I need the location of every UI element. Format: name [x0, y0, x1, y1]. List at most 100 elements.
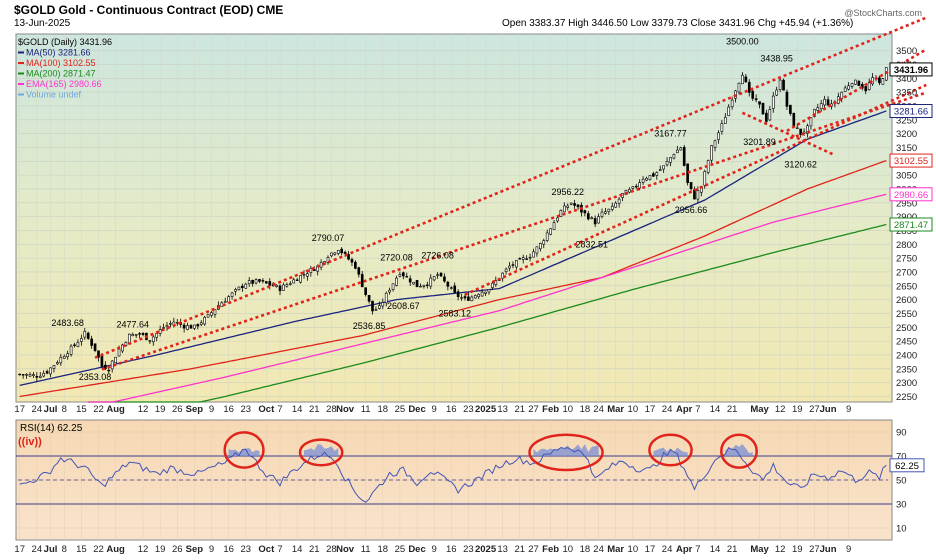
- x-tick-label: Aug: [106, 404, 125, 415]
- y-tick-label: 2250: [896, 392, 917, 403]
- candle: [402, 272, 405, 277]
- candle: [518, 258, 522, 260]
- x-tick-label: 27: [809, 544, 820, 555]
- rsi-tick-label: 90: [896, 428, 907, 439]
- candle: [251, 279, 254, 284]
- x-tick-label: Nov: [336, 544, 355, 555]
- x-tick-label: 14: [292, 404, 303, 415]
- x-tick-label: Oct: [258, 544, 275, 555]
- candle: [59, 356, 63, 364]
- x-tick-label: Jul: [44, 544, 58, 555]
- x-tick-label: 23: [463, 544, 474, 555]
- rsi-grid: [16, 431, 892, 529]
- candle: [569, 202, 573, 205]
- candle: [631, 186, 635, 189]
- candle: [158, 329, 162, 334]
- candle: [151, 336, 155, 343]
- candle: [792, 112, 796, 128]
- candle: [655, 172, 659, 176]
- candle: [275, 284, 278, 287]
- candle: [35, 376, 39, 378]
- y-tick-label: 3050: [896, 171, 917, 182]
- legend-item: MA(100) 3102.55: [26, 58, 96, 68]
- x-tick-label: 19: [792, 544, 803, 555]
- candle: [658, 169, 662, 171]
- x-tick-label: 17: [645, 544, 656, 555]
- candle: [264, 281, 268, 284]
- y-tick-label: 3250: [896, 115, 917, 126]
- ma-line-ma50: [19, 110, 887, 387]
- x-tick-label: Dec: [408, 404, 425, 415]
- price-badge: [889, 153, 933, 168]
- watermark: @StockCharts.com: [844, 8, 922, 18]
- price-badge-label: 3281.66: [894, 107, 928, 118]
- x-tick-label: May: [750, 544, 769, 555]
- chart-date: 13-Jun-2025: [14, 18, 71, 29]
- x-tick-label: 2025: [475, 544, 497, 555]
- candle: [371, 300, 374, 312]
- x-tick-label: 18: [377, 404, 388, 415]
- x-tick-label: 26: [172, 544, 183, 555]
- candle: [110, 360, 114, 370]
- x-tick-label: 14: [710, 544, 721, 555]
- candle: [775, 89, 779, 96]
- price-badge: [889, 62, 933, 77]
- candle: [528, 256, 532, 259]
- candle: [230, 292, 234, 298]
- price-annotation: 3201.89: [743, 137, 776, 147]
- candle: [223, 301, 227, 303]
- x-tick-label: 15: [76, 404, 87, 415]
- candle: [840, 91, 844, 99]
- x-tick-label: 26: [172, 404, 183, 415]
- candle: [847, 85, 850, 90]
- candle: [32, 374, 35, 377]
- candle: [758, 101, 761, 105]
- candle: [254, 279, 258, 284]
- y-tick-label: 3500: [896, 46, 917, 57]
- candle: [446, 281, 450, 287]
- candle: [819, 103, 823, 110]
- candle: [388, 289, 391, 293]
- rsi-overbought-fill: [653, 447, 688, 456]
- candle: [607, 208, 611, 212]
- y-tick-label: 2700: [896, 267, 917, 278]
- candles: [18, 67, 888, 382]
- candle: [867, 82, 871, 90]
- candle: [823, 98, 826, 106]
- candle: [299, 275, 302, 283]
- candle: [395, 277, 398, 286]
- y-tick-label: 2550: [896, 309, 917, 320]
- candle: [80, 338, 83, 342]
- candle: [689, 182, 693, 189]
- candle: [590, 217, 594, 220]
- x-tick-label: 18: [580, 404, 591, 415]
- candle: [378, 305, 381, 309]
- candle: [25, 374, 28, 376]
- x-tick-label: 24: [593, 404, 604, 415]
- candle: [196, 324, 200, 327]
- ma-line-ma100: [19, 159, 887, 398]
- x-tick-label: 8: [62, 544, 67, 555]
- candle: [282, 284, 285, 291]
- x-tick-label: Dec: [408, 544, 425, 555]
- candle: [638, 182, 642, 189]
- candle: [330, 252, 333, 257]
- candle: [768, 109, 772, 121]
- moving-average-lines: [19, 110, 887, 403]
- candle: [189, 325, 193, 329]
- x-tick-label: 14: [292, 544, 303, 555]
- candle: [720, 123, 724, 132]
- x-tick-label: Sep: [186, 544, 204, 555]
- candle: [210, 312, 213, 316]
- price-panel: [15, 33, 893, 403]
- price-annotation: 3167.77: [654, 129, 687, 139]
- candle: [556, 217, 559, 222]
- x-tick-label: 7: [695, 404, 700, 415]
- candle: [562, 205, 566, 213]
- x-tick-label: 25: [395, 404, 406, 415]
- candle: [744, 76, 748, 83]
- candle: [463, 296, 467, 299]
- candle: [381, 302, 385, 307]
- candle: [408, 278, 412, 283]
- candle: [364, 287, 367, 295]
